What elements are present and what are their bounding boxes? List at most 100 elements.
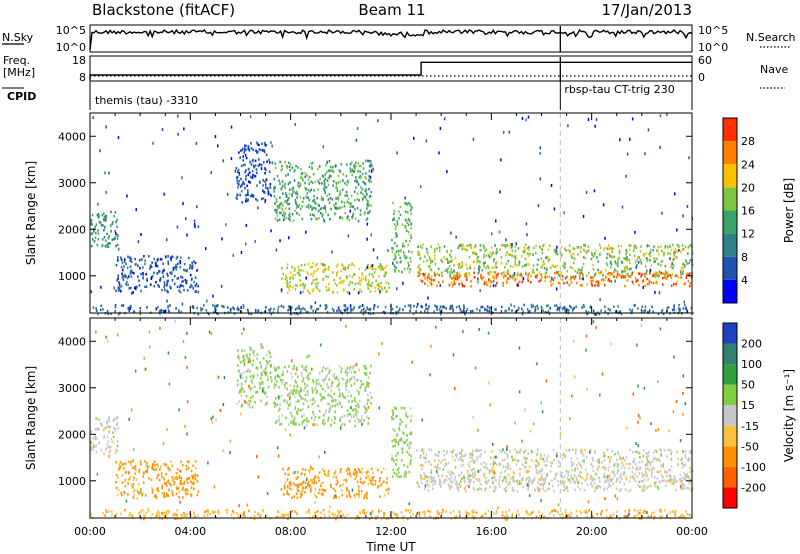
echo-cell	[434, 453, 437, 456]
echo-cell	[121, 261, 124, 265]
echo-cell	[295, 190, 298, 194]
echo-cell	[343, 288, 345, 291]
echo-cell	[127, 307, 130, 310]
echo-cell	[320, 198, 323, 201]
echo-cell	[444, 458, 446, 461]
echo-cell	[273, 307, 275, 311]
echo-cell	[242, 180, 244, 184]
echo-cell	[236, 379, 239, 382]
echo-cell	[418, 274, 420, 277]
echo-cell	[651, 470, 653, 473]
echo-cell	[323, 423, 325, 426]
echo-cell	[265, 371, 268, 374]
echo-cell	[430, 480, 432, 484]
echo-cell	[299, 491, 302, 494]
echo-cell	[691, 469, 694, 473]
echo-cell	[301, 365, 303, 368]
echo-cell	[327, 275, 329, 279]
echo-cell	[439, 312, 442, 316]
echo-cell	[573, 252, 575, 256]
echo-cell	[299, 482, 301, 486]
echo-cell	[217, 312, 220, 315]
echo-cell	[405, 219, 408, 223]
echo-cell	[322, 396, 325, 399]
echo-cell	[249, 181, 251, 184]
echo-cell	[296, 196, 298, 199]
echo-cell	[557, 459, 560, 463]
echo-cell	[359, 288, 361, 291]
echo-cell	[644, 275, 646, 278]
echo-cell	[641, 305, 644, 308]
echo-cell	[254, 308, 257, 312]
echo-cell	[554, 271, 556, 275]
echo-cell	[262, 184, 264, 187]
echo-cell	[427, 284, 429, 288]
echo-cell	[532, 246, 535, 249]
echo-cell	[438, 274, 441, 277]
echo-cell	[338, 388, 341, 392]
echo-cell	[578, 461, 580, 464]
echo-cell	[460, 449, 463, 453]
echo-cell	[684, 449, 687, 453]
echo-cell	[468, 465, 471, 469]
echo-cell	[592, 255, 594, 258]
echo-cell	[540, 273, 542, 276]
echo-cell	[536, 304, 539, 308]
echo-cell	[323, 270, 325, 273]
echo-cell	[128, 287, 130, 290]
echo-cell	[405, 202, 407, 205]
echo-cell	[616, 273, 619, 277]
echo-cell	[327, 169, 330, 172]
echo-cell	[247, 145, 250, 148]
echo-cell	[486, 467, 489, 471]
echo-cell	[352, 473, 355, 476]
echo-cell	[350, 377, 353, 380]
echo-cell	[283, 399, 286, 402]
echo-cell	[332, 475, 335, 478]
echo-cell	[402, 242, 404, 245]
echo-cell	[327, 198, 330, 201]
echo-cell	[422, 464, 424, 467]
echo-cell	[403, 267, 406, 271]
echo-cell	[351, 400, 353, 403]
echo-cell	[522, 476, 524, 480]
echo-cell	[171, 489, 173, 493]
echo-cell	[316, 389, 318, 393]
echo-cell	[463, 487, 466, 491]
echo-cell	[189, 273, 192, 277]
echo-cell	[323, 414, 325, 417]
echo-cell	[526, 233, 528, 237]
echo-cell	[315, 475, 317, 479]
echo-cell	[560, 255, 563, 258]
echo-cell	[395, 225, 397, 228]
echo-cell	[673, 479, 676, 483]
echo-cell	[536, 472, 539, 475]
echo-cell	[582, 303, 585, 307]
echo-cell	[335, 377, 338, 380]
echo-cell	[240, 390, 243, 393]
echo-cell	[359, 170, 361, 173]
echo-cell	[106, 243, 108, 247]
echo-cell	[114, 429, 117, 432]
echo-cell	[392, 427, 394, 431]
echo-cell	[564, 455, 566, 458]
echo-cell	[603, 248, 605, 251]
echo-cell	[495, 252, 497, 255]
echo-cell	[165, 484, 168, 487]
echo-cell	[642, 488, 645, 491]
echo-cell	[294, 288, 297, 291]
echo-cell	[483, 253, 485, 257]
echo-cell	[531, 459, 533, 462]
echo-cell	[430, 268, 433, 272]
echo-cell	[307, 420, 310, 423]
echo-cell	[614, 268, 616, 271]
echo-cell	[522, 463, 524, 466]
echo-cell	[232, 253, 234, 257]
echo-cell	[182, 202, 184, 206]
echo-cell	[294, 209, 297, 212]
echo-cell	[289, 305, 291, 308]
echo-cell	[564, 247, 566, 250]
echo-cell	[406, 451, 409, 454]
echo-cell	[635, 265, 637, 269]
echo-cell	[408, 219, 411, 222]
